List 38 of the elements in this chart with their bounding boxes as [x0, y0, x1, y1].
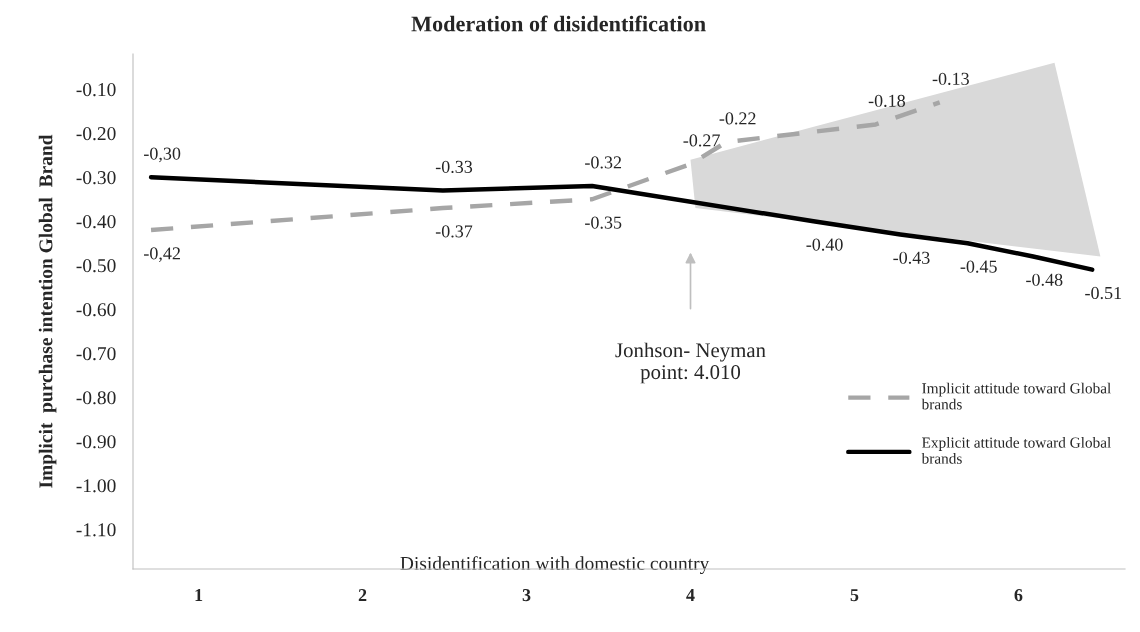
y-tick-label: -0.60 [76, 303, 116, 317]
annotation: Jonhson- Neyman point: 4.010 [615, 342, 766, 384]
legend-label: Implicit attitude toward Global brands [921, 382, 1111, 410]
data-label: -0,30 [144, 147, 181, 163]
data-label: -0.45 [960, 260, 997, 273]
y-tick-label: -0.40 [76, 215, 116, 229]
data-label: -0.37 [435, 225, 473, 238]
y-tick-label: -0.10 [76, 83, 116, 97]
data-label: -0.43 [893, 251, 930, 264]
x-tick-label: 3 [522, 589, 531, 602]
x-tick-label: 2 [358, 589, 367, 601]
y-tick-label: -0.90 [76, 435, 116, 449]
y-tick-label: -1.10 [76, 523, 116, 537]
y-axis-title: Implicit purchase intention Global Brand [38, 134, 57, 488]
data-label: -0,42 [144, 247, 180, 263]
data-label: -0.48 [1026, 273, 1063, 286]
y-tick-label: -0.20 [76, 127, 116, 141]
legend-label: Explicit attitude toward Global brands [921, 437, 1111, 464]
y-tick-label: -0.70 [76, 347, 116, 361]
x-tick-label: 5 [850, 589, 859, 602]
x-tick-label: 4 [686, 589, 695, 601]
data-label: -0.35 [585, 216, 622, 229]
data-label: -0.32 [585, 156, 622, 169]
data-label: -0.18 [868, 94, 905, 107]
x-tick-label: 1 [195, 589, 203, 601]
data-label: -0.22 [719, 112, 756, 125]
data-label: -0.51 [1085, 286, 1122, 300]
x-axis-title: Disidentification with domestic country [400, 556, 710, 575]
data-label: -0.27 [683, 134, 720, 147]
chart-title: Moderation of disidentification [411, 15, 706, 32]
y-tick-label: -0.80 [76, 391, 116, 405]
y-tick-label: -0.30 [76, 171, 116, 185]
x-tick-label: 6 [1014, 589, 1023, 602]
data-label: -0.33 [435, 160, 473, 173]
y-tick-label: -1.00 [76, 479, 116, 493]
data-label: -0.13 [932, 72, 969, 85]
y-tick-label: -0.50 [76, 259, 116, 273]
data-label: -0.40 [806, 238, 843, 251]
